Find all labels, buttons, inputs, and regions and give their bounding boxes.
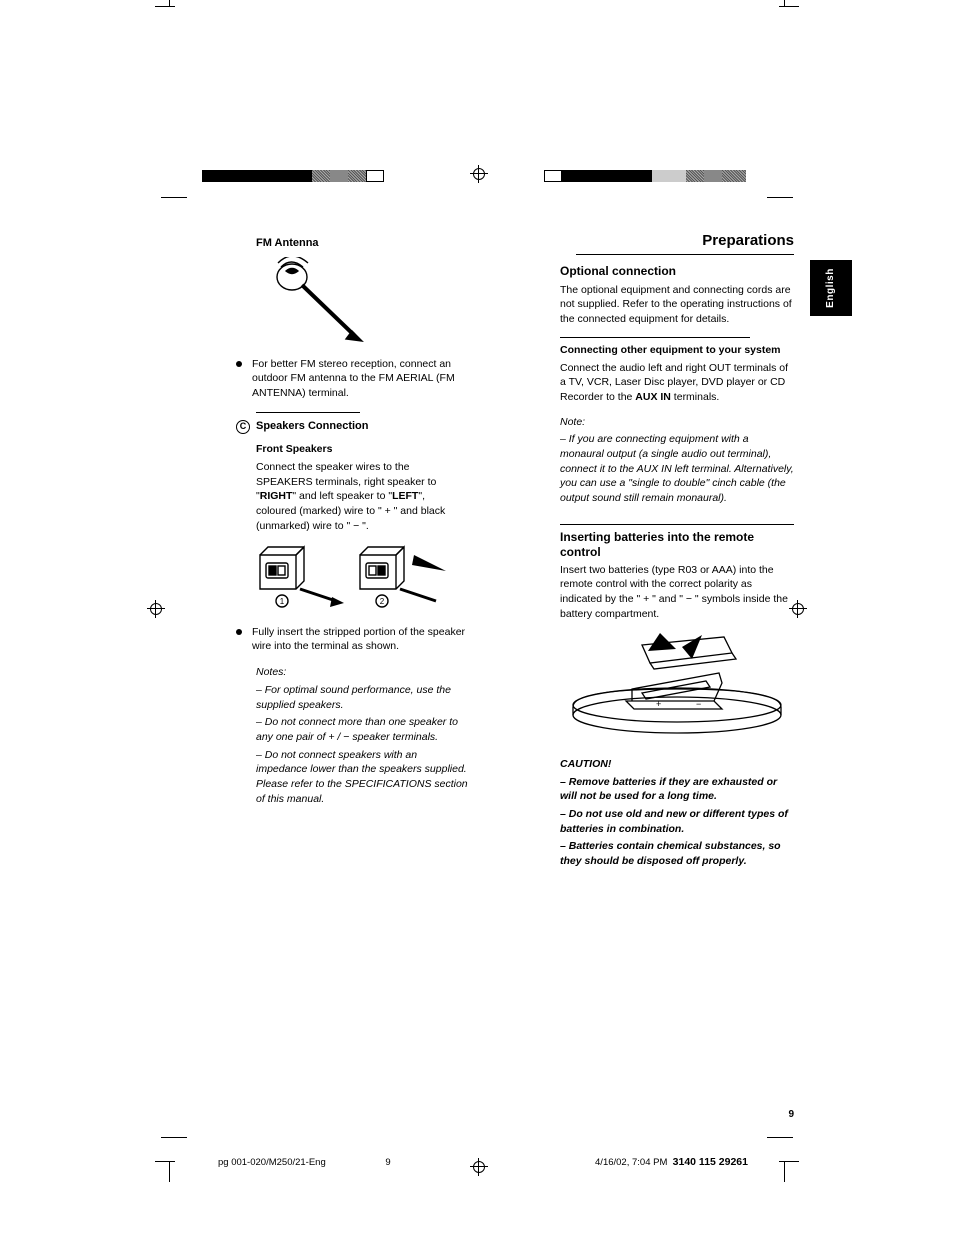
footer-right: 4/16/02, 7:04 PM 3140 115 29261: [595, 1155, 748, 1170]
footer-left: pg 001-020/M250/21-Eng: [218, 1156, 326, 1169]
svg-text:2: 2: [380, 597, 385, 606]
svg-text:+: +: [656, 699, 661, 709]
caution-label: CAUTION!: [560, 757, 794, 772]
bullet-icon: [236, 629, 242, 635]
crop-mark: [169, 1162, 170, 1182]
speaker-note-2: – Do not connect more than one speaker t…: [256, 715, 468, 744]
page-number: 9: [788, 1108, 794, 1122]
crop-mark: [155, 6, 175, 7]
batteries-heading: Inserting batteries into the remote cont…: [560, 530, 794, 560]
notes-label: Notes:: [256, 665, 468, 680]
front-speakers-heading: Front Speakers: [256, 442, 468, 457]
batteries-body: Insert two batteries (type R03 or AAA) i…: [560, 563, 794, 622]
fm-antenna-illustration: [258, 257, 468, 348]
footer: pg 001-020/M250/21-Eng 9 4/16/02, 7:04 P…: [218, 1155, 748, 1170]
divider: [256, 412, 360, 413]
bullet-icon: [236, 361, 242, 367]
speaker-note-3: – Do not connect speakers with an impeda…: [256, 748, 468, 807]
registration-target-icon: [470, 165, 488, 183]
svg-text:1: 1: [280, 597, 285, 606]
divider: [560, 337, 750, 338]
svg-text:−: −: [696, 699, 701, 709]
language-tab: English: [810, 260, 852, 316]
caution-1: – Remove batteries if they are exhausted…: [560, 775, 794, 804]
front-speakers-body: Connect the speaker wires to the SPEAKER…: [256, 460, 468, 533]
registration-target-icon: [147, 600, 165, 618]
bleed-mark: [767, 1137, 793, 1138]
bleed-mark: [161, 197, 187, 198]
bleed-mark: [161, 1137, 187, 1138]
divider: [560, 524, 794, 525]
fm-antenna-heading: FM Antenna: [256, 236, 468, 251]
section-letter-c-icon: C: [236, 420, 250, 434]
caution-3: – Batteries contain chemical substances,…: [560, 839, 794, 868]
connecting-note: – If you are connecting equipment with a…: [560, 432, 794, 505]
caution-2: – Do not use old and new or different ty…: [560, 807, 794, 836]
connecting-equipment-heading: Connecting other equipment to your syste…: [560, 343, 794, 358]
speaker-wire-bullet: Fully insert the stripped portion of the…: [252, 625, 468, 654]
optional-connection-body: The optional equipment and connecting co…: [560, 283, 794, 327]
crop-mark: [779, 6, 799, 7]
footer-center-page: 9: [385, 1156, 390, 1169]
speakers-connection-heading: Speakers Connection: [256, 419, 368, 434]
crop-mark: [155, 1161, 175, 1162]
crop-mark: [784, 1162, 785, 1182]
optional-connection-heading: Optional connection: [560, 263, 794, 280]
connecting-note-label: Note:: [560, 415, 794, 430]
left-column: FM Antenna For better FM stereo rec: [234, 230, 468, 809]
bleed-mark: [767, 197, 793, 198]
fm-antenna-bullet: For better FM stereo reception, connect …: [252, 357, 468, 401]
remote-battery-illustration: + −: [564, 629, 794, 744]
connecting-equipment-body: Connect the audio left and right OUT ter…: [560, 361, 794, 405]
right-column: Preparations English Optional connection…: [560, 230, 794, 872]
page-title: Preparations: [576, 230, 794, 255]
crop-mark: [779, 1161, 799, 1162]
speakers-illustration: 1 2: [252, 541, 468, 616]
speaker-note-1: – For optimal sound performance, use the…: [256, 683, 468, 712]
